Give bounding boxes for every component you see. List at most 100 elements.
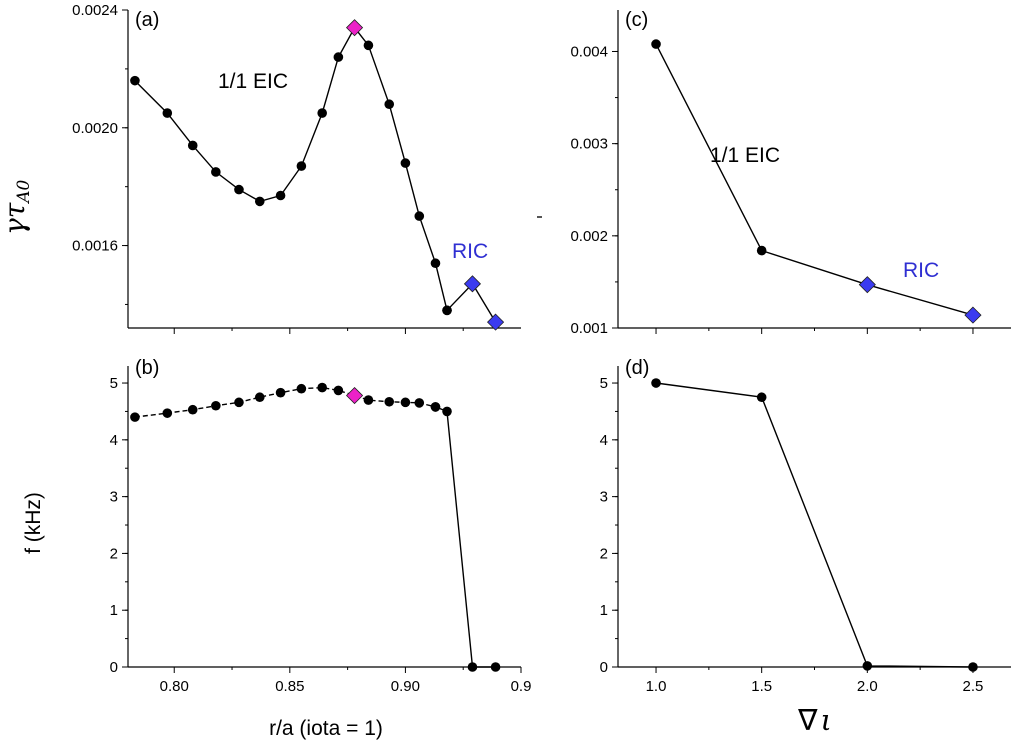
xlabel-d: ∇ ι: [797, 703, 832, 737]
panel-label-b: (b): [135, 357, 159, 379]
ylabel-a-subscript: A0: [14, 179, 34, 204]
xlabel-d-nabla: ∇: [797, 703, 818, 737]
data-point-a: [162, 108, 173, 118]
data-point-a: [317, 108, 327, 118]
annotation-eic-a: 1/1 EIC: [218, 70, 288, 93]
data-point-b: [400, 397, 411, 408]
xlabel-b: r/a (iota = 1): [269, 717, 383, 740]
data-point-b: [254, 392, 265, 403]
annotation-ric-a: RIC: [452, 240, 488, 263]
x-tick-label-d: 2.0: [857, 678, 878, 695]
data-point-b: [130, 412, 140, 422]
data-point-b: [467, 662, 478, 672]
stray-mark: [537, 216, 542, 218]
y-tick-label-d: 2: [600, 545, 608, 562]
plot-area-c: 0.001 0.002 0.003 0.004: [570, 10, 1011, 337]
data-point-a: [296, 161, 307, 171]
data-point-b: [296, 383, 307, 394]
x-tick-label-d: 1.5: [751, 678, 772, 695]
ylabel-a-symbol: γτ: [0, 202, 31, 235]
xlabel-d-iota: ι: [821, 703, 832, 737]
panel-a: (a) 0.0016 0.0020 0.0024 1/1 EIC RIC γτA0: [0, 2, 521, 334]
data-point-a: [414, 211, 425, 221]
panel-d: (d) 0 1 2 3 4 5 1.0 1.5 2.0 2.5 ∇ ι: [600, 357, 1011, 737]
data-point-b: [333, 385, 344, 396]
y-tick-label-d: 4: [600, 432, 608, 449]
plot-area-d: 0 1 2 3 4 5 1.0 1.5 2.0 2.5: [600, 366, 1011, 695]
y-tick-label-d: 0: [600, 659, 608, 676]
data-point-d: [968, 662, 978, 672]
x-tick-label-d: 2.5: [963, 678, 984, 695]
x-tick-label-b: 0.80: [160, 678, 189, 695]
data-point-a: [275, 190, 286, 201]
panel-label-a: (a): [135, 9, 159, 31]
x-tick-label-b: 0.90: [391, 678, 420, 695]
ric-marker-a: [463, 275, 482, 293]
panel-label-c: (c): [625, 9, 648, 31]
eic-marker-b: [345, 386, 364, 405]
data-point-a: [211, 167, 221, 177]
data-point-b: [414, 398, 425, 408]
y-tick-label-d: 3: [600, 489, 608, 506]
annotation-ric-c: RIC: [903, 259, 939, 282]
data-point-a: [254, 196, 265, 207]
data-point-a: [333, 52, 344, 62]
panel-b: (b) 0 1 2 3 4 5 0.80 0.85 0.90 0.9 f (kHz) r/a (i…: [22, 357, 531, 740]
data-point-d: [651, 378, 661, 388]
data-point-b: [317, 382, 327, 393]
series-line-c: [655, 43, 974, 316]
annotation-eic-c: 1/1 EIC: [710, 144, 780, 167]
eic-marker-a: [345, 19, 364, 37]
y-tick-label-a: 0.0016: [72, 238, 118, 255]
data-point-c: [651, 39, 661, 49]
plot-area-b: 0 1 2 3 4 5 0.80 0.85 0.90 0.9: [110, 366, 531, 695]
data-point-b: [363, 395, 374, 405]
data-point-a: [234, 184, 244, 195]
y-tick-label-c: 0.001: [570, 320, 608, 337]
data-point-a: [400, 158, 411, 168]
data-point-b: [384, 396, 395, 407]
y-tick-label-d: 5: [600, 375, 608, 392]
y-tick-label-c: 0.003: [570, 136, 608, 153]
panel-c: (c) 0.001 0.002 0.003 0.004 1/1 EIC RIC: [570, 9, 1011, 337]
x-tick-label-b: 0.85: [275, 678, 304, 695]
y-tick-label-c: 0.004: [570, 43, 608, 60]
panel-label-d: (d): [625, 357, 649, 379]
data-point-a: [384, 99, 395, 110]
data-point-d: [862, 661, 873, 671]
ric-marker-c: [858, 276, 876, 294]
data-point-d: [756, 392, 767, 403]
data-point-b: [275, 387, 286, 398]
series-line-d: [655, 382, 974, 668]
data-point-b: [187, 404, 198, 415]
x-tick-label-d: 1.0: [646, 678, 667, 695]
y-tick-label-b: 3: [110, 489, 118, 506]
y-tick-label-b: 4: [110, 432, 118, 449]
data-point-b: [211, 400, 221, 411]
ric-marker-a: [487, 313, 505, 331]
series-line-a: [134, 26, 448, 311]
y-tick-label-b: 5: [110, 375, 118, 392]
data-point-a: [442, 305, 452, 316]
data-point-a: [187, 140, 198, 151]
data-point-b: [430, 402, 441, 412]
series-line-b: [134, 386, 436, 418]
y-tick-label-b: 1: [110, 602, 118, 619]
ylabel-a: γτA0: [0, 179, 34, 235]
y-tick-label-b: 2: [110, 545, 118, 562]
ric-marker-c: [964, 306, 982, 324]
data-point-c: [756, 245, 767, 256]
y-tick-label-d: 1: [600, 602, 608, 619]
data-point-b: [442, 406, 452, 417]
data-point-b: [162, 408, 173, 418]
y-tick-label-c: 0.002: [570, 228, 608, 245]
data-point-a: [130, 75, 140, 86]
y-tick-label-a: 0.0020: [72, 120, 118, 137]
series-line-b: [435, 406, 496, 668]
ylabel-b: f (kHz): [22, 492, 45, 554]
data-point-a: [430, 258, 441, 269]
y-tick-label-a: 0.0024: [72, 2, 118, 19]
data-point-b: [490, 662, 501, 672]
data-point-b: [234, 397, 244, 408]
